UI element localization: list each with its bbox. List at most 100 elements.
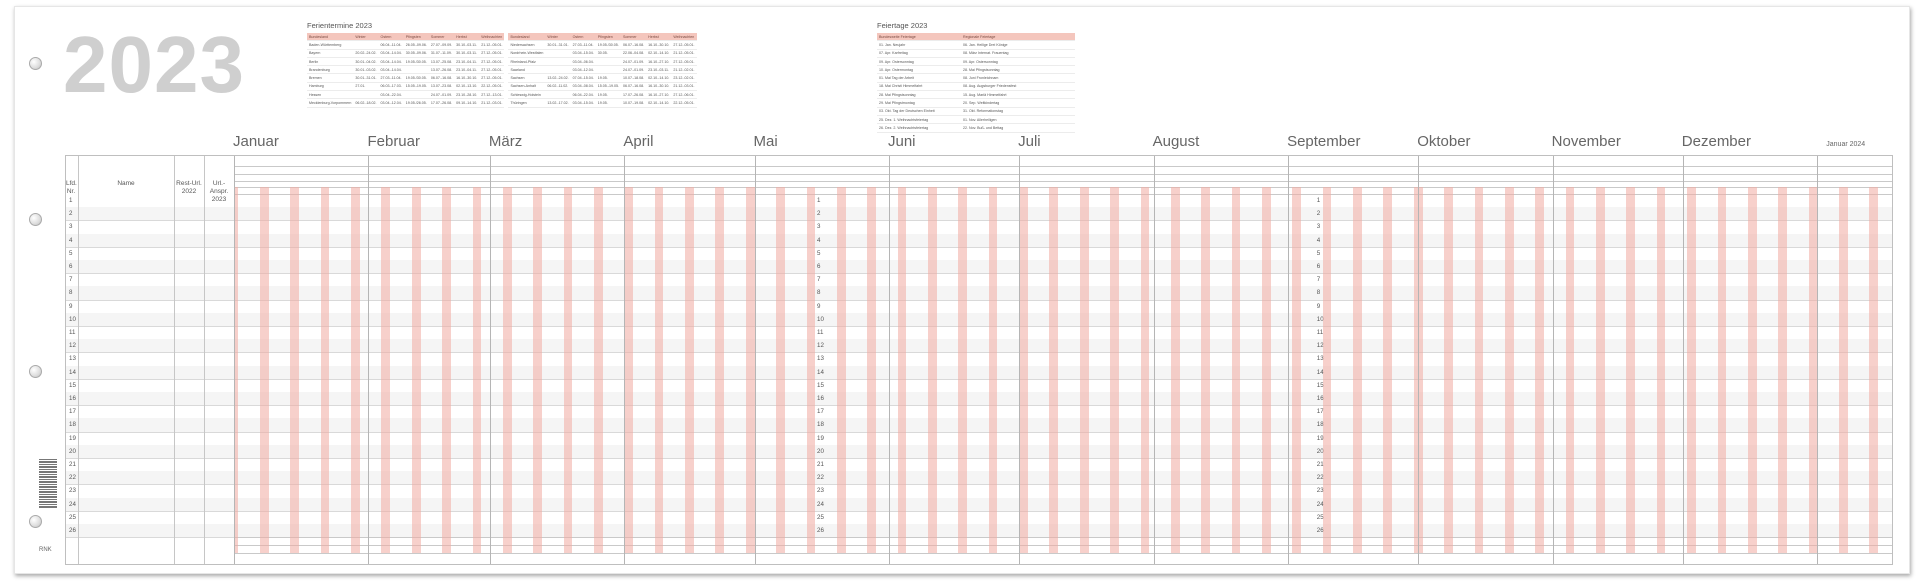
weekend-column [1049,187,1054,554]
row-number-repeat: 9 [817,302,821,310]
column-divider [78,156,79,564]
column-divider [174,156,175,564]
school-holidays-cell: 16.10.-27.10. [646,90,672,100]
school-holidays-cell: 19.05./30.05. [403,57,429,67]
punch-hole [29,57,42,70]
row-shade [66,444,1892,458]
school-holidays-row: Thüringen 13.02.-17.02. 03.04.-15.04. 19.05… [508,98,697,108]
weekend-column [624,187,629,554]
public-holiday-row: 01. Jan. Neujahr 06. Jan. Heilige Drei Kö… [877,40,1075,50]
row-number-repeat: 21 [1316,461,1324,468]
public-holiday-regional: 08. März Internat. Frauentag [961,49,1075,58]
weekend-column [1661,187,1666,554]
weekend-column [988,187,994,554]
weekend-column [1565,187,1570,554]
school-holidays-cell: 07.04.-15.04. [570,73,596,83]
school-holidays-cell: 15.05.-19.05. [595,82,621,92]
row-line [66,299,1892,301]
school-holidays-row: Schleswig-Holstein 06.04.-22.04. 19.05. 17.… [508,90,697,100]
punch-hole [29,213,42,226]
school-holidays-cell: 09.10.-14.10. [454,98,480,108]
school-holidays-cell: 06.03.-17.03. [378,82,404,92]
weekend-column [1322,187,1328,554]
row-number: 7 [69,276,73,284]
column-header-leave-claim: Url.-Anspr. 2023 [209,180,229,203]
row-number: 16 [69,395,76,402]
weekend-column [1873,187,1878,554]
row-number: 25 [69,513,76,521]
row-line [66,484,1892,486]
school-holidays-cell [353,90,379,100]
weekend-column [1084,187,1089,554]
weekend-column [1205,187,1210,554]
month-label: September [1287,133,1361,150]
school-holidays-cell: 30.10.-03.11. [454,49,480,58]
school-holidays-cell [595,57,621,67]
weekend-column [1778,187,1783,554]
month-divider [1288,156,1290,564]
row-shade [66,207,1892,221]
weekend-column [568,187,573,554]
row-number-repeat: 22 [1316,474,1324,482]
school-holidays-cell: 03.04.-15.04. [570,98,596,108]
school-holidays-header-cell: Winter [353,33,379,42]
weekend-column [810,187,816,554]
school-holidays-cell: 23.10.-04.11. [454,65,480,75]
row-line [66,246,1892,248]
month-divider [624,156,626,564]
weekend-column [715,187,720,554]
school-holidays-row: Hessen 03.04.-22.04. 24.07.-01.09. 23.10.-2… [307,90,505,100]
row-number: 10 [69,315,76,323]
public-holiday-row: 07. Apr. Karfreitag 08. März Internat. Fr… [877,49,1075,58]
row-number-repeat: 11 [1316,329,1324,336]
weekend-column [1114,187,1119,554]
school-holidays-cell [545,49,571,58]
row-number-repeat: 15 [1316,381,1324,389]
school-holidays-cell: 17.07.-26.08. [620,90,647,100]
month-label: Januar [233,133,279,150]
weekend-column [1144,187,1150,554]
school-holidays-cell: 21.12.-03.01. [671,82,697,92]
row-shade [66,260,1892,274]
school-holidays-cell: 06.02.-18.02. [353,98,379,108]
school-holidays-cell: 03.04.-12.04. [570,65,596,75]
public-holiday-row: 10. Apr. Ostermontag 28. Mai Pfingstsonnt… [877,65,1075,75]
row-number-repeat: 23 [817,487,824,495]
weekend-column [1843,187,1848,554]
header-band-line [234,187,1892,188]
weekend-column [1656,187,1662,554]
school-holidays-cell: 19.05. [595,98,621,108]
school-holidays-cell: 03.04.-14.04. [378,49,404,58]
public-holiday-row: 03. Okt. Tag der Deutschen Einheit 31. Ok… [877,107,1075,116]
school-holidays-cell: 03.04.-22.04. [378,90,404,100]
school-holidays-cell: 23.10.-03.11. [646,65,672,75]
weekend-column [502,187,508,554]
month-label: Juni [887,133,916,150]
row-number-repeat: 10 [1316,315,1324,323]
school-holidays-cell: 03.04.-06.04. [570,57,596,67]
month-divider [368,156,370,564]
weekend-column [871,187,876,554]
school-holidays-cell: 27.12.-13.01. [479,90,505,100]
weekend-column [1509,187,1514,554]
row-number-repeat: 7 [817,276,821,284]
weekend-column [1630,187,1636,554]
weekend-column [533,187,538,554]
row-number: 26 [69,527,76,534]
public-holiday-row: 28. Mai Pfingstsonntag 15. Aug. Mariä Him… [877,90,1075,100]
row-number-repeat: 25 [1316,513,1324,521]
school-holidays-cell: 19.05./30.05. [595,40,621,50]
row-line [66,220,1892,222]
row-number: 6 [69,263,73,270]
weekend-column [1691,187,1696,554]
school-holidays-cell [403,65,429,75]
public-holidays-table: Bundesweite Feiertage Regionale Feiertag… [877,33,1075,133]
school-holidays-cell: Sachsen-Anhalt [508,82,546,92]
school-holidays-cell: 27.12.-05.01. [671,40,697,50]
school-holidays-cell: 20.02.-24.02. [353,49,379,58]
weekend-column [1752,187,1757,554]
school-holidays-header-cell: Winter [545,33,571,42]
school-holidays-cell: 19.05./26.05. [403,98,429,108]
weekend-column [1236,187,1241,554]
column-divider [204,156,205,564]
